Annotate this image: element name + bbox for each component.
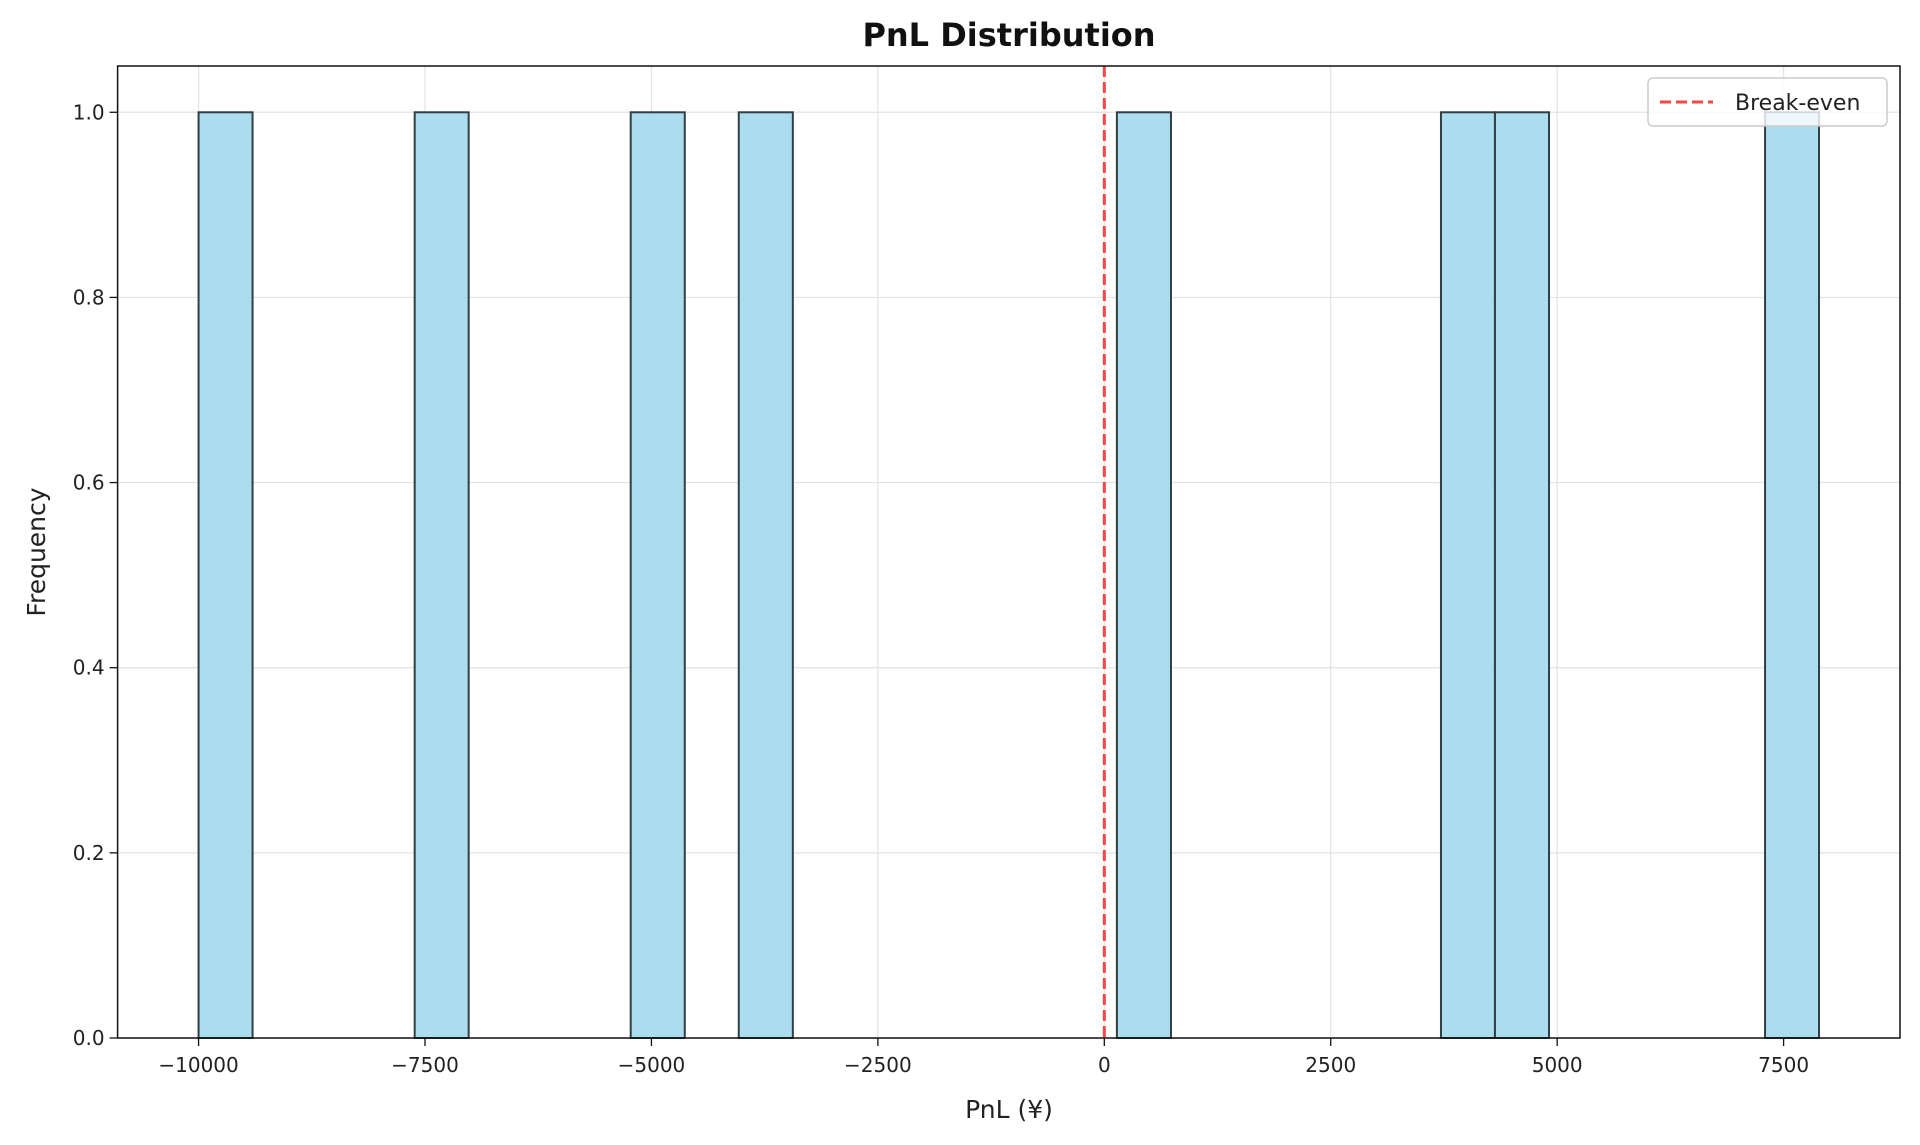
x-tick-label: 2500 <box>1305 1053 1356 1077</box>
legend-box <box>1647 77 1888 127</box>
y-tick-label: 0.0 <box>73 1026 105 1050</box>
histogram-bar <box>413 111 470 1040</box>
x-tick-label: 0 <box>1098 1053 1111 1077</box>
legend-label-break-even: Break-even <box>1735 91 1860 116</box>
histogram-bar <box>737 111 794 1040</box>
histogram-bar <box>1115 111 1172 1040</box>
histogram-bar <box>1764 111 1821 1040</box>
histogram-bar <box>1493 111 1551 1040</box>
x-tick-label: −10000 <box>158 1053 238 1077</box>
x-axis-ticks: −10000 −7500 −5000 −2500 0 2500 5000 7500 <box>158 1038 1809 1077</box>
histogram-bar <box>1439 111 1496 1040</box>
x-tick-label: −7500 <box>391 1053 459 1077</box>
y-tick-label: 0.6 <box>73 471 105 495</box>
x-axis-label: PnL (¥) <box>965 1095 1053 1124</box>
y-axis-label: Frequency <box>22 487 51 616</box>
y-tick-label: 0.4 <box>73 656 105 680</box>
histogram-bars <box>197 111 1821 1040</box>
y-axis-ticks: 0.0 0.2 0.4 0.6 0.8 1.0 <box>73 100 118 1050</box>
x-tick-label: 7500 <box>1758 1053 1809 1077</box>
x-tick-label: 5000 <box>1532 1053 1583 1077</box>
grid-lines <box>117 66 1900 1039</box>
plot-frame <box>116 65 1901 1039</box>
y-tick-label: 0.2 <box>73 841 105 865</box>
histogram-bar <box>197 111 254 1040</box>
x-tick-label: −2500 <box>844 1053 912 1077</box>
y-tick-label: 1.0 <box>73 100 105 124</box>
x-tick-label: −5000 <box>618 1053 686 1077</box>
y-tick-label: 0.8 <box>73 285 105 309</box>
chart-title: PnL Distribution <box>862 16 1155 54</box>
legend: Break-even <box>1647 77 1888 127</box>
histogram-bar <box>629 111 686 1040</box>
